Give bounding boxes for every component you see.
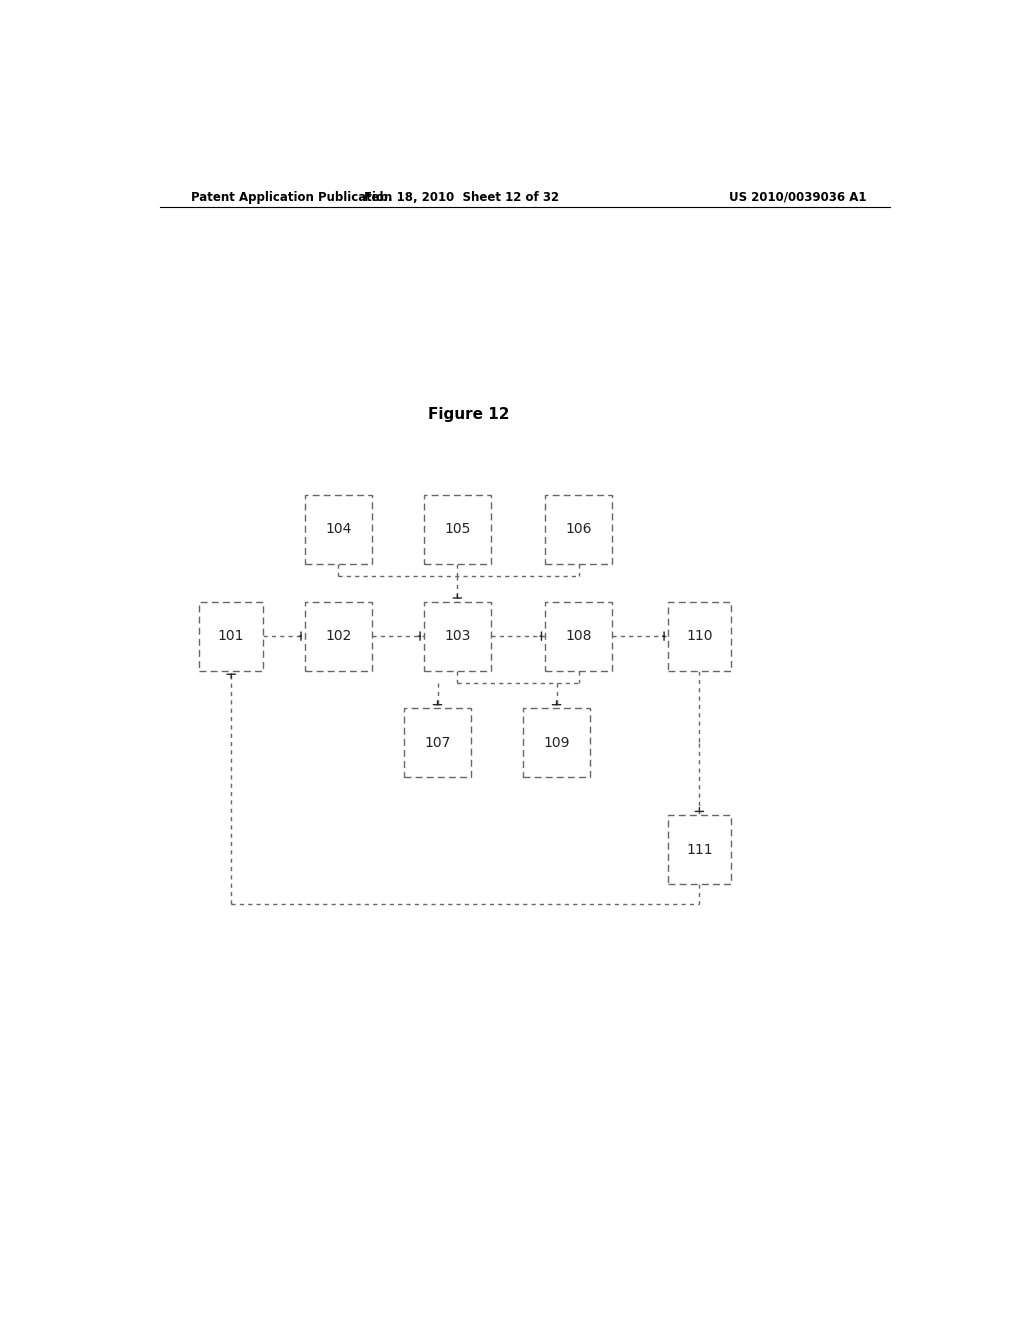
Text: 107: 107	[424, 735, 451, 750]
Bar	[545, 495, 612, 564]
Text: Figure 12: Figure 12	[428, 407, 510, 422]
Text: 105: 105	[444, 523, 471, 536]
Text: 101: 101	[218, 630, 245, 643]
Text: 111: 111	[686, 842, 713, 857]
Bar	[668, 814, 731, 884]
Bar	[424, 602, 492, 671]
Text: Patent Application Publication: Patent Application Publication	[191, 190, 393, 203]
Text: 104: 104	[325, 523, 351, 536]
Text: 102: 102	[325, 630, 351, 643]
Text: 106: 106	[565, 523, 592, 536]
Bar	[304, 495, 372, 564]
Text: 108: 108	[565, 630, 592, 643]
Bar	[523, 709, 590, 777]
Text: Feb. 18, 2010  Sheet 12 of 32: Feb. 18, 2010 Sheet 12 of 32	[364, 190, 559, 203]
Bar	[200, 602, 263, 671]
Text: 109: 109	[544, 735, 569, 750]
Bar	[403, 709, 471, 777]
Bar	[424, 495, 492, 564]
Text: 103: 103	[444, 630, 471, 643]
Bar	[668, 602, 731, 671]
Text: US 2010/0039036 A1: US 2010/0039036 A1	[728, 190, 866, 203]
Text: 110: 110	[686, 630, 713, 643]
Bar	[545, 602, 612, 671]
Bar	[304, 602, 372, 671]
